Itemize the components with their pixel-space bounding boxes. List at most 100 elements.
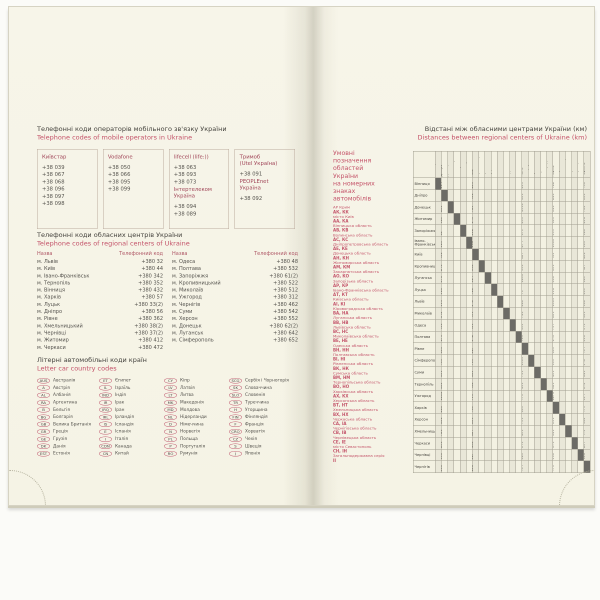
car-code-item: F Франція (229, 421, 301, 428)
operator-boxes: Київстар +38 039 +38 067 +38 068 +38 096 +38 … (37, 149, 295, 229)
distance-value: 750 (523, 335, 524, 341)
distance-value: 548 (572, 205, 573, 211)
legend-entry: Загальнодержавна серія ІІ (333, 454, 413, 463)
distance-value: 303 (461, 312, 462, 318)
distance-value: 294 (572, 465, 573, 471)
distance-value: 464 (523, 465, 524, 471)
distance-value: 853 (442, 382, 443, 388)
distance-value: 205 (492, 430, 493, 436)
column-header-name: Назва (37, 251, 53, 257)
distance-value: 353 (572, 229, 573, 235)
distance-value: 318 (448, 406, 449, 412)
distance-value: 785 (578, 335, 579, 341)
car-code-item: J Японія (229, 450, 301, 457)
distance-cell: 291 (583, 212, 591, 226)
distance-value: 1099 (485, 427, 486, 436)
distance-value: 715 (572, 300, 573, 306)
car-code-item: AL Албанія (37, 392, 99, 399)
distance-value: 619 (442, 217, 443, 223)
distance-value: 789 (504, 288, 505, 294)
legend-plate-codes: АО, КО (333, 274, 350, 279)
distance-value: 651 (584, 453, 585, 459)
matrix-col-header-label: Чернігів (584, 162, 585, 176)
phone-code: +380 552 (273, 316, 298, 322)
distance-value: 920 (553, 382, 554, 388)
distance-value: 527 (473, 453, 474, 459)
distance-cell: 640 (583, 319, 591, 332)
distance-value: 811 (504, 300, 505, 306)
city-name: м. Івано-Франківськ (37, 273, 90, 279)
legend-heading: Умовні позначення областей України на номерн… (333, 149, 413, 202)
distance-value: 634 (467, 323, 468, 329)
legend-region-name: місто Севастополь (333, 444, 372, 449)
distance-value: 580 (547, 217, 548, 223)
distance-value: 260 (467, 288, 468, 294)
distance-value: 1296 (467, 274, 468, 283)
diagonal-cell (453, 212, 461, 226)
distance-value: 200 (454, 347, 455, 353)
legend-region-name: Волинська область (333, 232, 373, 238)
distance-value: 1193 (523, 274, 524, 283)
distance-value: 811 (498, 312, 499, 318)
distance-value: 468 (442, 323, 443, 329)
distance-value: 681 (529, 276, 530, 282)
distance-value: 625 (541, 323, 542, 329)
matrix-row-label: Чернівці (413, 448, 436, 462)
distance-value: 540 (572, 347, 573, 353)
legend-plate-codes: ВК, НК (333, 366, 349, 371)
distance-value: 528 (510, 430, 511, 436)
matrix-row: Житомир128 619 869 665 397 140 400 973 278 400 543… (413, 212, 591, 226)
distance-value: 470 (523, 394, 524, 400)
distance-cell: 383 (484, 224, 492, 237)
distance-value: 891 (504, 394, 505, 400)
distance-value: 325 (578, 394, 579, 400)
matrix-row-label: Ужгород (413, 389, 436, 403)
car-code-oval: AL (37, 392, 50, 398)
regional-codes-right-column: Назва Телефонний код м. Одеса +380 48 м. П… (172, 250, 298, 351)
distance-value: 190 (553, 371, 554, 377)
distance-value: 814 (485, 323, 486, 329)
car-code-item: RO Румунія (164, 450, 229, 457)
legend-region-name: Сумська область (333, 370, 368, 376)
car-country-name: Велика Британія (53, 421, 91, 427)
distance-value: 250 (560, 359, 561, 365)
distance-value: 450 (566, 441, 567, 447)
distance-value: 538 (584, 194, 585, 200)
distance-cell: 685 (583, 295, 591, 308)
car-country-name: Ісландія (115, 421, 134, 427)
distance-value: 715 (498, 441, 499, 447)
distance-value: 755 (448, 465, 449, 471)
distance-value: 685 (498, 465, 499, 471)
distance-value: 790 (523, 418, 524, 424)
mobile-operators-title-en: Telephone codes of mobile operators in U… (37, 134, 193, 142)
distance-value: 341 (504, 441, 505, 447)
legend-plate-codes: АЕ, КЕ (333, 246, 348, 252)
car-code-item: ET Єгипет (99, 377, 164, 384)
regional-row: м. Івано-Франківськ +380 342 (37, 273, 163, 280)
distance-value: 85 (461, 196, 462, 200)
distance-value: 195 (560, 323, 561, 329)
distance-value: 756 (566, 229, 567, 235)
distance-value: 1379 (448, 392, 449, 401)
legend-region-name: Черкаська область (333, 416, 373, 422)
distance-value: 724 (566, 371, 567, 377)
car-codes-title-en: Letter car country codes (37, 365, 117, 373)
distance-cell: 920 (441, 236, 448, 249)
distance-value: 330 (535, 441, 536, 447)
distance-value: 830 (553, 347, 554, 353)
car-code-item: GB Велика Британія (37, 421, 99, 428)
legend-region-name: Житомирська область (333, 260, 380, 265)
legend-plate-codes: АХ, КХ (333, 393, 349, 399)
distance-value: 1249 (498, 203, 499, 212)
distance-value: 1050 (523, 357, 524, 366)
phone-code: +380 44 (141, 266, 163, 272)
distance-value: 440 (510, 359, 511, 365)
distance-value: 195 (510, 418, 511, 424)
distance-value: 1121 (529, 298, 530, 307)
distance-value: 300 (510, 264, 511, 270)
legend-region-name: АР Крим (333, 205, 350, 210)
distance-value: 1509 (547, 274, 548, 283)
car-code-item: SCG Сербія і Чорногорія (229, 377, 301, 384)
matrix-row-label: Луцьк (413, 283, 436, 296)
distance-value: 819 (584, 276, 585, 282)
